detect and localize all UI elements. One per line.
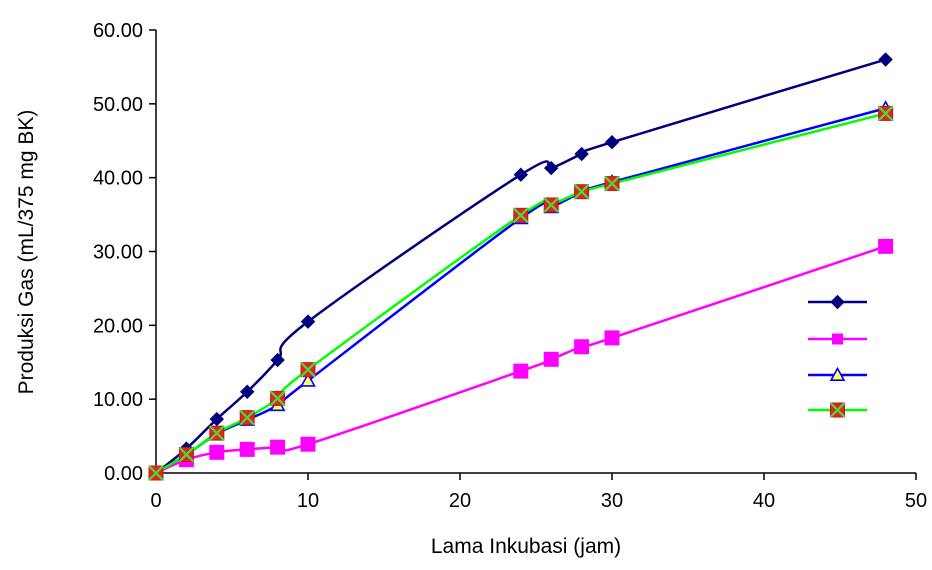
series-2-point	[239, 441, 255, 457]
series-1-point	[878, 52, 893, 67]
series-1-point	[574, 146, 589, 162]
series-4-point	[604, 175, 620, 192]
series-4-point	[239, 409, 255, 426]
legend-3-marker	[829, 366, 846, 382]
series-1-point	[209, 411, 225, 427]
series-4-point	[513, 207, 529, 224]
x-tick-label: 10	[297, 490, 319, 512]
legend-1-marker	[830, 294, 845, 310]
y-tick-label: 10.00	[93, 389, 143, 411]
series-4-point	[543, 197, 559, 213]
x-tick-label: 40	[753, 490, 775, 512]
series-2-point	[543, 351, 559, 367]
x-ticks: 0 10 20 30 40 50	[150, 473, 927, 512]
legend-2-marker	[832, 333, 843, 345]
y-tick-label: 30.00	[93, 242, 143, 264]
series-group	[148, 52, 894, 481]
y-tick-label: 20.00	[93, 315, 143, 337]
series-2-point	[300, 436, 316, 452]
series-1-point	[604, 135, 620, 150]
x-tick-label: 30	[601, 490, 623, 512]
series-3-point	[300, 372, 316, 387]
series-3-line	[155, 107, 886, 475]
series-2-point	[604, 330, 620, 346]
series-2-point	[270, 439, 286, 455]
x-axis-title: Lama Inkubasi (jam)	[431, 535, 621, 558]
y-ticks: 0.00 10.00 20.00 30.00 40.00 50.00 60.00	[93, 20, 156, 485]
series-2-line	[155, 245, 886, 475]
series-4-point	[269, 390, 286, 407]
series-2-point	[574, 339, 590, 355]
x-tick-label: 20	[449, 490, 471, 512]
legend	[808, 294, 867, 418]
axes	[155, 30, 916, 474]
series-4-point	[300, 361, 316, 378]
series-4-point	[209, 425, 225, 441]
series-1-point	[270, 352, 285, 368]
series-2-point	[878, 238, 894, 254]
series-2-point	[513, 363, 529, 379]
x-tick-label: 50	[905, 490, 927, 512]
series-1-point	[513, 167, 529, 182]
legend-4-marker	[829, 402, 846, 418]
series-2-point	[209, 444, 225, 460]
y-tick-label: 0.00	[104, 463, 143, 485]
y-tick-label: 40.00	[93, 168, 143, 190]
y-tick-label: 60.00	[93, 20, 143, 42]
x-tick-label: 0	[150, 490, 161, 512]
series-1-point	[300, 314, 316, 329]
series-1-point	[239, 384, 255, 399]
series-4-point	[178, 446, 195, 463]
series-4-line	[155, 112, 886, 475]
y-axis-title: Produksi Gas (mL/375 mg BK)	[15, 110, 38, 395]
y-tick-label: 50.00	[93, 94, 143, 116]
series-1-point	[543, 160, 559, 176]
series-4-point	[877, 105, 894, 122]
series-4-point	[148, 465, 164, 481]
series-4-point	[573, 183, 590, 200]
